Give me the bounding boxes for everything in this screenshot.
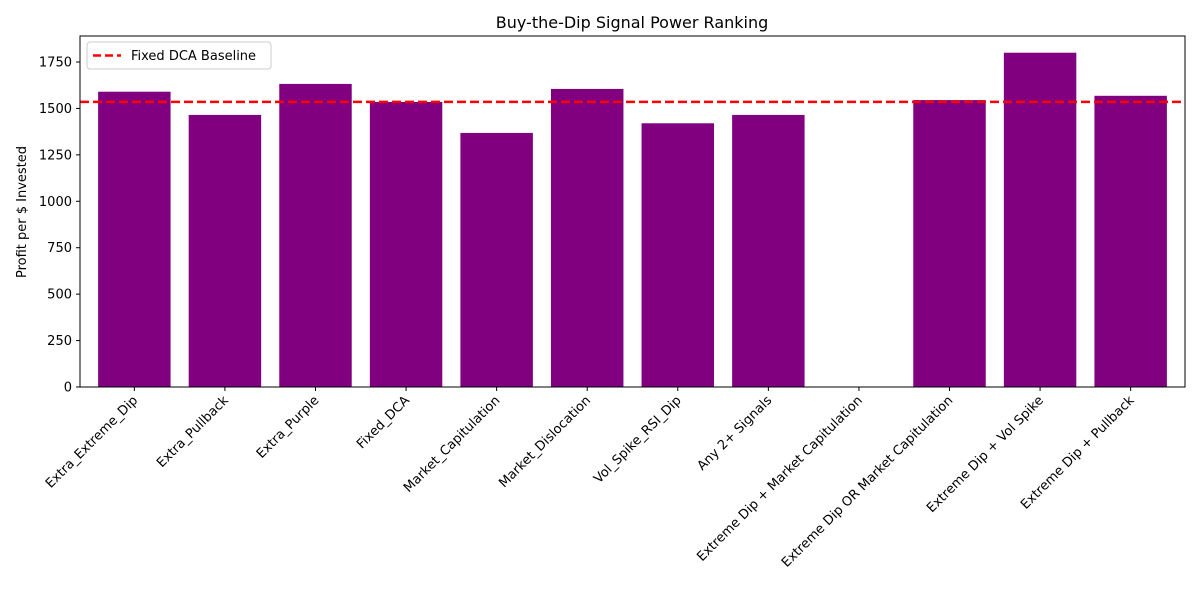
y-axis-label: Profit per $ Invested: [15, 146, 30, 278]
legend-box: [86, 41, 272, 70]
y-tick-label: 1000: [39, 195, 72, 210]
y-tick-label: 0: [64, 381, 72, 396]
legend: Fixed DCA Baseline: [86, 41, 272, 70]
bar: [1003, 52, 1077, 387]
x-tick-label: Market_Capitulation: [401, 393, 503, 495]
y-tick-label: 500: [47, 288, 72, 303]
legend-baseline-label: Fixed DCA Baseline: [131, 49, 256, 64]
bar: [369, 101, 443, 387]
y-tick-label: 750: [47, 241, 72, 256]
x-tick-label: Market_Dislocation: [496, 393, 594, 491]
bar: [188, 114, 262, 387]
plot-area: 0 250 500 750 1000 1250 1500 1750 Extra_Extreme_…: [39, 52, 1185, 571]
bar: [732, 114, 805, 387]
bar: [641, 123, 715, 388]
bar: [550, 88, 624, 387]
bar: [1094, 95, 1167, 388]
x-tick-label: Extra_Extreme_Dip: [43, 393, 141, 491]
bar: [460, 132, 533, 387]
x-tick-label: Vol_Spike_RSI_Dip: [591, 393, 684, 486]
y-tick-label: 250: [47, 334, 72, 349]
x-tick-label: Extra_Pullback: [154, 393, 232, 471]
y-tick-label: 1500: [39, 102, 72, 117]
y-tick-label: 1250: [39, 148, 72, 163]
bar: [98, 91, 171, 387]
x-tick-label: Extreme Dip OR Market Capitulation: [779, 393, 956, 570]
chart-title: Buy-the-Dip Signal Power Ranking: [496, 13, 769, 32]
bar: [913, 100, 986, 388]
x-tick-label: Extra_Purple: [254, 393, 323, 462]
x-tick-label: Fixed_DCA: [354, 393, 413, 452]
x-tick-label: Extreme Dip + Market Capitulation: [694, 393, 865, 564]
y-tick-label: 1750: [39, 56, 72, 71]
plot-frame: [79, 35, 1186, 388]
bar: [279, 83, 352, 388]
x-tick-label: Any 2+ Signals: [695, 393, 776, 474]
